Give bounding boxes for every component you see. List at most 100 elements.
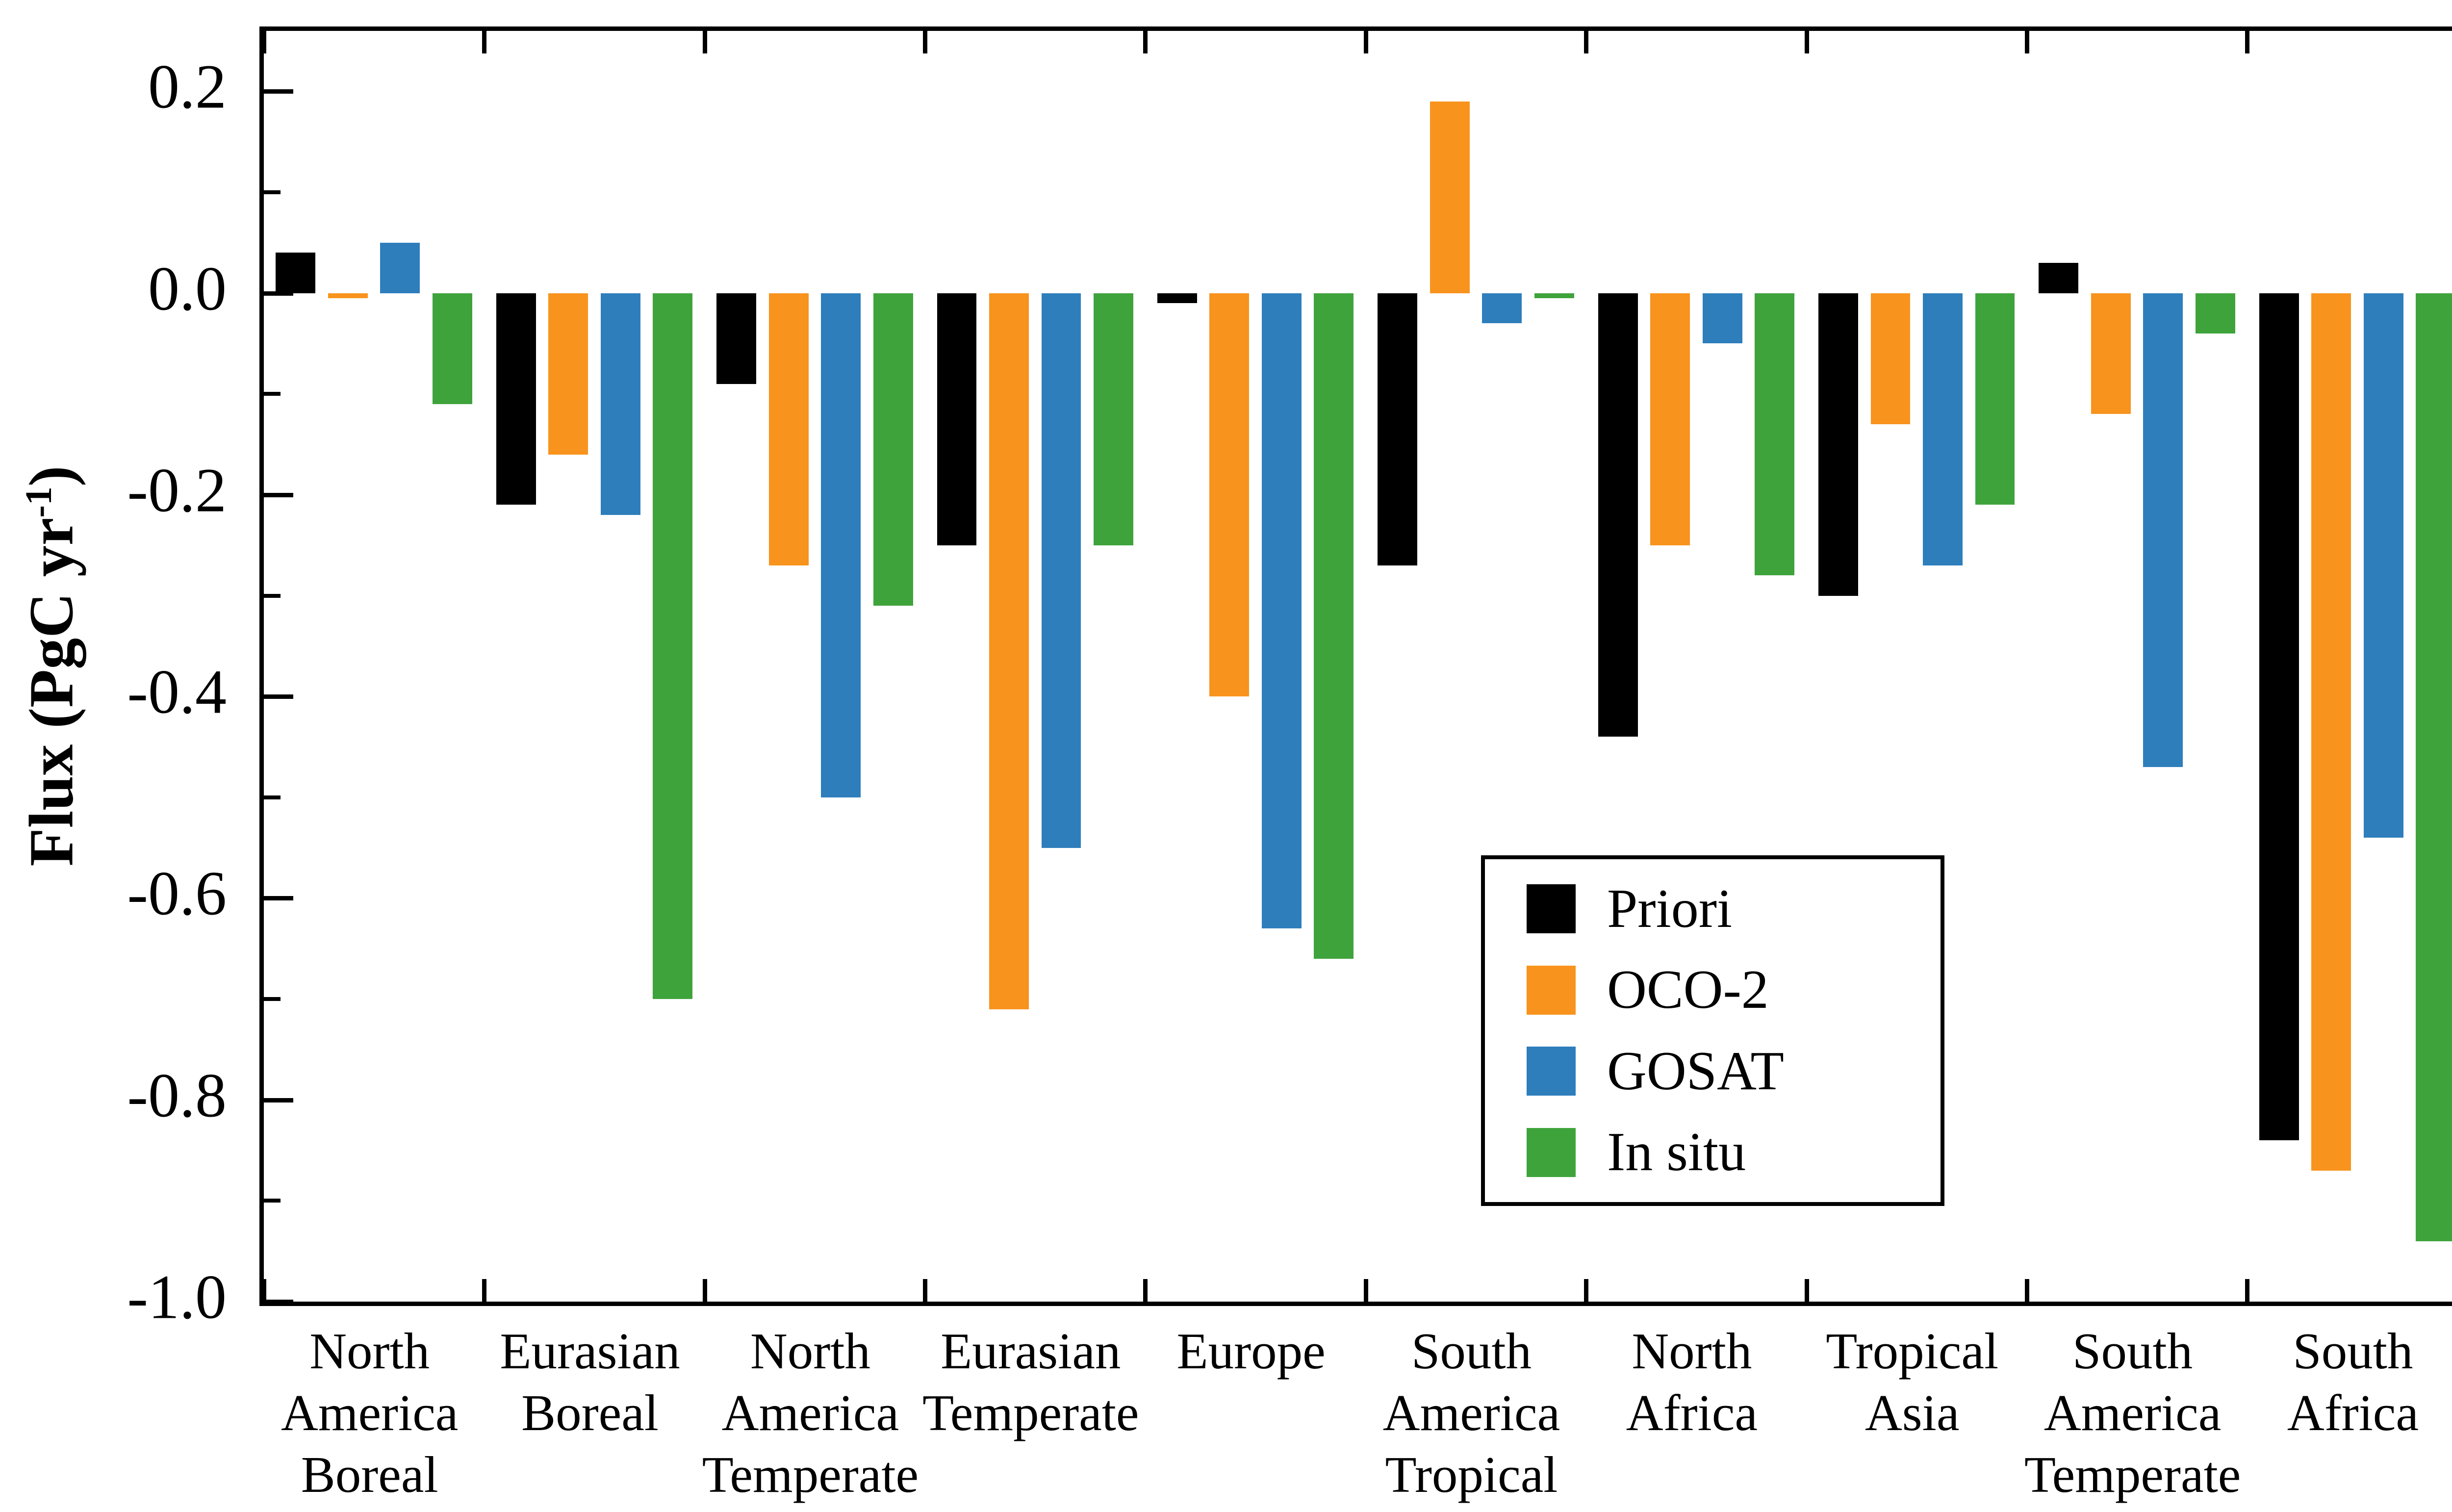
- x-axis-tick: [923, 31, 928, 53]
- y-tick-label: -0.2: [127, 455, 227, 525]
- bar-gosat-north-america-boreal: [380, 242, 420, 293]
- plot-area: Priori OCO-2 GOSAT In situ: [259, 26, 2452, 1306]
- legend-entry-oco-2: OCO-2: [1527, 958, 1941, 1022]
- legend-entry-priori: Priori: [1527, 877, 1941, 941]
- x-tick-label-line: South: [2293, 1322, 2413, 1380]
- bar-oco-2-south-america-temperate: [2091, 293, 2131, 414]
- x-tick-label-europe: Europe: [1141, 1320, 1361, 1382]
- x-axis-tick: [702, 1279, 707, 1302]
- bar-gosat-eurasian-boreal: [600, 293, 640, 515]
- x-tick-label-line: Asia: [1865, 1384, 1960, 1441]
- x-axis-tick: [482, 1279, 487, 1302]
- x-tick-label-line: America: [721, 1384, 899, 1441]
- bar-in-situ-north-africa: [1755, 293, 1795, 576]
- y-minor-tick: [264, 392, 281, 396]
- bar-oco-2-north-america-temperate: [768, 293, 809, 565]
- bar-oco-2-north-africa: [1650, 293, 1690, 545]
- bar-priori-eurasian-temperate: [937, 293, 977, 545]
- x-axis-tick: [482, 31, 487, 53]
- bar-oco-2-south-america-tropical: [1430, 101, 1470, 293]
- bar-gosat-europe: [1261, 293, 1302, 929]
- legend: Priori OCO-2 GOSAT In situ: [1481, 855, 1944, 1206]
- x-tick-label-line: North: [750, 1322, 870, 1380]
- x-axis-tick: [2245, 31, 2250, 53]
- x-tick-label-line: Africa: [2287, 1384, 2419, 1441]
- x-tick-label-line: America: [281, 1384, 459, 1441]
- x-axis-tick: [2024, 31, 2029, 53]
- bar-in-situ-eurasian-temperate: [1094, 293, 1133, 545]
- x-tick-label-line: Europe: [1176, 1322, 1326, 1380]
- x-tick-label-line: Eurasian: [500, 1322, 680, 1380]
- y-major-tick: [264, 1098, 293, 1102]
- y-minor-tick: [264, 593, 281, 598]
- y-major-tick: [264, 492, 293, 497]
- x-tick-label-eurasian-temperate: Eurasian Temperate: [920, 1320, 1141, 1444]
- x-tick-label-line: Boreal: [521, 1384, 659, 1441]
- bar-gosat-eurasian-temperate: [1041, 293, 1081, 848]
- bar-in-situ-south-america-tropical: [1534, 293, 1574, 298]
- x-tick-label-line: South: [2072, 1322, 2193, 1380]
- bar-priori-tropical-asia: [1818, 293, 1858, 596]
- bar-gosat-south-america-temperate: [2143, 293, 2183, 768]
- x-axis-tick: [262, 31, 266, 53]
- bar-gosat-tropical-asia: [1923, 293, 1963, 565]
- x-tick-label-line: Temperate: [922, 1384, 1139, 1441]
- y-tick-label: -1.0: [127, 1262, 227, 1332]
- x-axis-tick: [1584, 31, 1589, 53]
- x-tick-label-south-america-tropical: South America Tropical: [1361, 1320, 1582, 1506]
- y-minor-tick: [264, 1199, 281, 1203]
- x-axis-tick: [1804, 31, 1809, 53]
- x-tick-label-line: South: [1411, 1322, 1532, 1380]
- x-tick-label-north-africa: North Africa: [1582, 1320, 1802, 1444]
- x-axis-tick: [2245, 1279, 2250, 1302]
- x-axis-tick: [702, 31, 707, 53]
- bar-in-situ-north-america-temperate: [873, 293, 913, 606]
- y-major-tick: [264, 1300, 293, 1304]
- bar-oco-2-europe: [1209, 293, 1250, 697]
- bar-gosat-south-america-tropical: [1482, 293, 1522, 324]
- bar-oco-2-eurasian-boreal: [548, 293, 588, 455]
- y-tick-labels: 0.2 0.0 -0.2 -0.4 -0.6 -0.8 -1.0: [0, 26, 242, 1332]
- bar-priori-south-africa: [2259, 293, 2299, 1140]
- bar-oco-2-eurasian-temperate: [989, 293, 1029, 1009]
- bar-in-situ-south-africa: [2416, 293, 2452, 1241]
- y-major-tick: [264, 896, 293, 901]
- x-tick-label-line: North: [309, 1322, 430, 1380]
- legend-entry-gosat: GOSAT: [1527, 1040, 1941, 1103]
- bar-oco-2-north-america-boreal: [328, 293, 368, 298]
- x-tick-label-line: Africa: [1626, 1384, 1758, 1441]
- x-tick-label-line: America: [1382, 1384, 1560, 1441]
- x-tick-label-line: Temperate: [2024, 1446, 2241, 1503]
- y-major-tick: [264, 89, 293, 94]
- x-axis-tick: [1143, 31, 1148, 53]
- legend-label-oco-2: OCO-2: [1607, 959, 1769, 1021]
- x-axis-tick: [1363, 1279, 1368, 1302]
- bar-priori-eurasian-boreal: [496, 293, 536, 505]
- bar-in-situ-tropical-asia: [1975, 293, 2015, 505]
- x-axis-tick: [262, 1279, 266, 1302]
- bar-priori-south-america-temperate: [2039, 262, 2079, 293]
- legend-label-gosat: GOSAT: [1607, 1040, 1784, 1102]
- x-tick-label-tropical-asia: Tropical Asia: [1802, 1320, 2022, 1444]
- bar-gosat-south-africa: [2363, 293, 2403, 838]
- x-tick-label-north-america-temperate: North America Temperate: [700, 1320, 920, 1506]
- legend-label-in-situ: In situ: [1607, 1122, 1746, 1183]
- bar-priori-north-africa: [1598, 293, 1638, 737]
- x-axis-tick: [1363, 31, 1368, 53]
- y-tick-label: -0.6: [127, 858, 227, 928]
- x-axis-tick: [923, 1279, 928, 1302]
- x-tick-label-eurasian-boreal: Eurasian Boreal: [480, 1320, 700, 1444]
- y-tick-label: 0.2: [148, 51, 227, 122]
- bar-in-situ-eurasian-boreal: [653, 293, 693, 999]
- bar-gosat-north-africa: [1702, 293, 1742, 344]
- y-minor-tick: [264, 190, 281, 195]
- bar-priori-north-america-temperate: [716, 293, 757, 384]
- legend-swatch-in-situ: [1527, 1128, 1576, 1177]
- x-tick-label-north-america-boreal: North America Boreal: [259, 1320, 480, 1506]
- x-tick-labels: North America Boreal Eurasian Boreal North Ame…: [259, 1320, 2452, 1512]
- y-tick-label: -0.4: [127, 657, 227, 727]
- x-axis-tick: [1584, 1279, 1589, 1302]
- y-minor-tick: [264, 997, 281, 1001]
- bar-priori-north-america-boreal: [276, 253, 316, 293]
